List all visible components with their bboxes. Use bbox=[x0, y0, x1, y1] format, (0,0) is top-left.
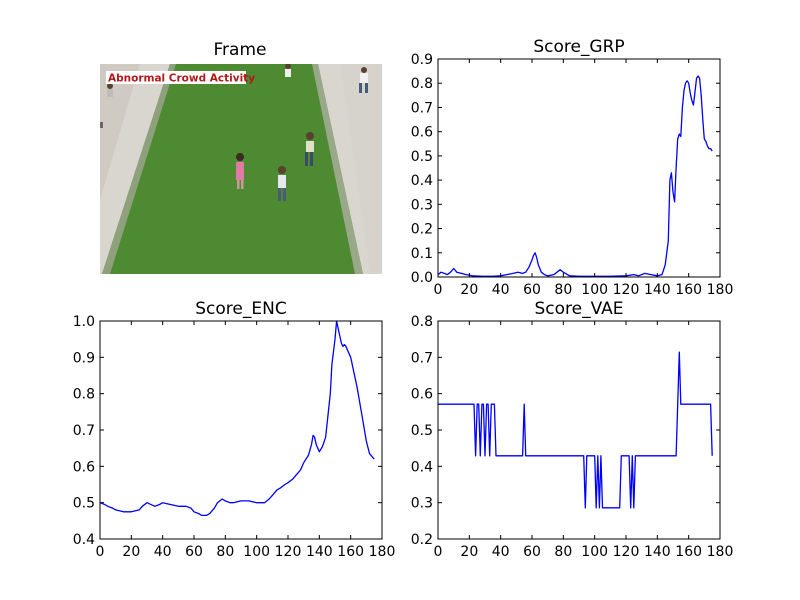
x-tick-label: 160 bbox=[337, 544, 364, 560]
series-line bbox=[437, 75, 713, 277]
x-tick-label: 120 bbox=[275, 544, 302, 560]
x-tick-label: 140 bbox=[306, 544, 333, 560]
grass-strip bbox=[102, 64, 363, 274]
score-vae-panel: Score_VAE 0 20 40 60 80 100 120 140 160 180 0.2 0.3 0… bbox=[411, 299, 734, 560]
x-tick-label: 20 bbox=[460, 282, 478, 298]
x-tick-label: 60 bbox=[523, 544, 541, 560]
y-tick-label: 0.4 bbox=[411, 459, 433, 475]
x-tick-label: 120 bbox=[613, 544, 640, 560]
x-tick-label: 100 bbox=[581, 282, 608, 298]
x-tick-label: 120 bbox=[613, 282, 640, 298]
chart-title: Score_ENC bbox=[195, 299, 286, 319]
x-tick-label: 60 bbox=[523, 282, 541, 298]
y-tick-label: 0.2 bbox=[411, 532, 433, 548]
abnormal-activity-label: Abnormal Crowd Activity bbox=[108, 73, 255, 85]
y-tick-label: 0.8 bbox=[411, 76, 433, 92]
chart-title: Score_VAE bbox=[534, 299, 623, 319]
y-tick-label: 0.3 bbox=[411, 496, 433, 512]
x-tick-label: 20 bbox=[460, 544, 478, 560]
y-tick-label: 0.6 bbox=[73, 459, 95, 475]
x-tick-label: 0 bbox=[96, 544, 105, 560]
x-tick-label: 160 bbox=[675, 282, 702, 298]
y-tick-label: 0.4 bbox=[411, 173, 433, 189]
x-tick-label: 100 bbox=[243, 544, 270, 560]
x-tick-label: 0 bbox=[434, 282, 443, 298]
y-tick-label: 0.6 bbox=[411, 125, 433, 141]
score-enc-panel: Score_ENC 0 20 40 60 80 100 120 140 160 180 0.4 0.5 0… bbox=[73, 299, 396, 560]
plot-frame bbox=[437, 58, 721, 278]
x-tick-label: 80 bbox=[554, 544, 572, 560]
right-walkway bbox=[340, 64, 382, 274]
y-tick-label: 0.7 bbox=[411, 100, 433, 116]
x-tick-label: 180 bbox=[707, 544, 734, 560]
chart-title: Score_GRP bbox=[533, 37, 624, 57]
x-tick-label: 80 bbox=[216, 544, 234, 560]
y-tick-label: 0.3 bbox=[411, 197, 433, 213]
y-tick-label: 0.9 bbox=[411, 52, 433, 68]
y-tick-label: 0.5 bbox=[411, 423, 433, 439]
y-tick-label: 0.2 bbox=[411, 222, 433, 238]
y-tick-label: 0.9 bbox=[73, 350, 95, 366]
series-line bbox=[99, 320, 375, 517]
grass-border-right bbox=[312, 64, 363, 274]
y-tick-label: 0.7 bbox=[411, 350, 433, 366]
surveillance-frame-image: Abnormal Crowd Activity bbox=[100, 64, 382, 274]
y-tick-label: 0.8 bbox=[73, 387, 95, 403]
grass-border-left bbox=[102, 64, 176, 274]
frame-title: Frame bbox=[214, 40, 267, 60]
x-tick-label: 180 bbox=[707, 282, 734, 298]
overlay-label-background bbox=[106, 71, 246, 84]
x-tick-label: 40 bbox=[492, 544, 510, 560]
x-tick-label: 60 bbox=[185, 544, 203, 560]
x-tick-label: 180 bbox=[369, 544, 396, 560]
pedestrian-figures bbox=[100, 64, 368, 201]
plot-frame bbox=[437, 320, 721, 540]
x-tick-label: 100 bbox=[581, 544, 608, 560]
x-tick-label: 40 bbox=[154, 544, 172, 560]
frame-panel: Frame bbox=[100, 40, 382, 274]
x-tick-label: 80 bbox=[554, 282, 572, 298]
y-tick-label: 0.4 bbox=[73, 532, 95, 548]
x-tick-label: 40 bbox=[492, 282, 510, 298]
y-tick-label: 0.8 bbox=[411, 314, 433, 330]
y-tick-label: 1.0 bbox=[73, 314, 95, 330]
x-tick-label: 20 bbox=[122, 544, 140, 560]
left-walkway bbox=[100, 64, 140, 200]
x-tick-label: 140 bbox=[644, 282, 671, 298]
series-line bbox=[438, 351, 713, 509]
x-tick-label: 160 bbox=[675, 544, 702, 560]
y-tick-label: 0.5 bbox=[73, 496, 95, 512]
y-tick-label: 0.0 bbox=[411, 270, 433, 286]
y-tick-label: 0.5 bbox=[411, 149, 433, 165]
y-tick-label: 0.7 bbox=[73, 423, 95, 439]
y-tick-label: 0.6 bbox=[411, 387, 433, 403]
x-tick-label: 140 bbox=[644, 544, 671, 560]
score-grp-panel: Score_GRP 0 20 40 60 80 100 120 140 160 180 0.0 0.1 0… bbox=[411, 37, 734, 298]
y-tick-label: 0.1 bbox=[411, 246, 433, 262]
x-tick-label: 0 bbox=[434, 544, 443, 560]
